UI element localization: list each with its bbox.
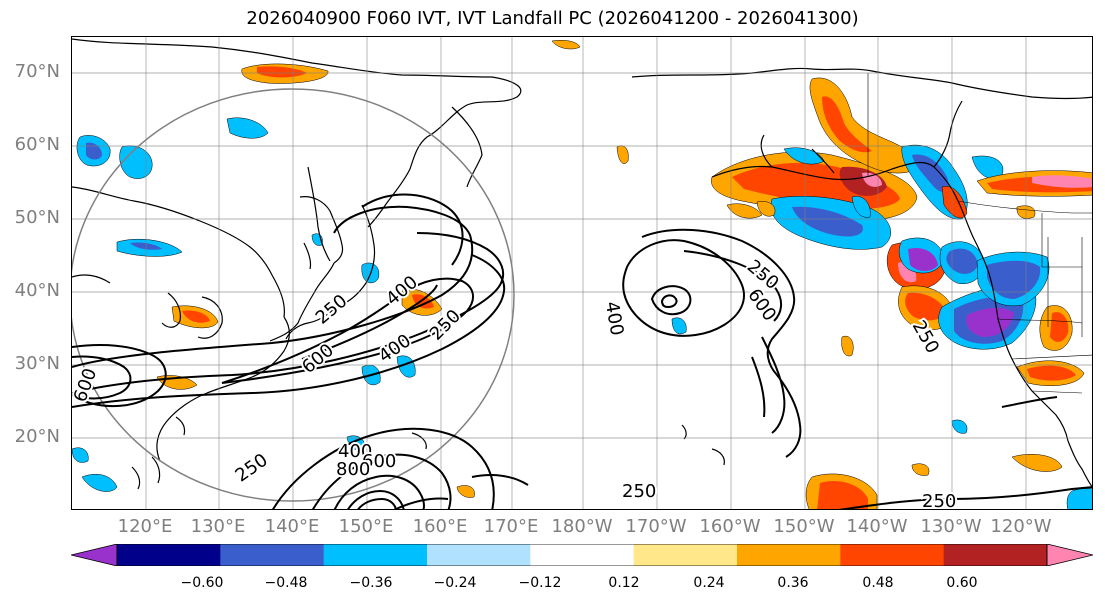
lat-label: 30°N [14,353,60,374]
lon-label: 160°E [412,516,468,537]
contour-label: 800 [336,459,370,480]
contour-label: 400 [601,300,628,337]
colorbar-segment [117,544,221,566]
graticule [72,37,1092,509]
colorbar-tick-label: 0.60 [946,575,978,591]
contour-label: 250 [922,491,956,510]
lat-label: 70°N [14,61,60,82]
colorbar-segment [427,544,531,566]
shaded-anomaly-regions [72,40,1092,509]
colorbar-tick-label: −0.12 [518,575,562,591]
colorbar-segment [633,544,738,566]
colorbar-segment [220,544,325,566]
colorbar-segment [840,544,945,566]
colorbar-tick-label: −0.48 [264,575,308,591]
contour-label: 250 [232,450,272,487]
colorbar-tick-label: 0.48 [862,575,894,591]
contour-label: 250 [622,481,656,502]
lat-label: 20°N [14,426,60,447]
lon-label: 120°W [990,516,1052,537]
lon-label: 150°W [773,516,835,537]
lon-label: 170°E [483,516,539,537]
colorbar-tick-label: 0.24 [693,575,725,591]
lon-label: 130°W [920,516,982,537]
landfall-radius-circle [72,88,515,502]
ivt-contours [72,193,1092,509]
contour-label: 250 [312,290,352,328]
lon-label: 150°E [338,516,394,537]
contour-label: 600 [298,340,338,378]
lon-label: 170°W [625,516,687,537]
map-title: 2026040900 F060 IVT, IVT Landfall PC (20… [246,8,859,29]
colorbar-segment [737,544,841,566]
contour-label: 400 [338,441,372,462]
lon-label: 180°W [551,516,613,537]
lat-label: 40°N [14,280,60,301]
lon-label: 140°E [264,516,320,537]
political-boundaries [867,73,1092,394]
colorbar-tick-label: 0.12 [608,575,640,591]
lon-label: 160°W [699,516,761,537]
colorbar-tick-label: −0.36 [349,575,393,591]
colorbar-max-arrow [1046,544,1093,566]
map-canvas: 250 400 600 250 400 600 250 400 600 800 … [72,37,1092,510]
colorbar-segment [943,544,1048,566]
lat-label: 50°N [14,207,60,228]
lon-label: 140°W [846,516,908,537]
lat-label: 60°N [14,134,60,155]
lon-label: 120°E [117,516,173,537]
colorbar-tick-label: 0.36 [777,575,809,591]
colorbar-min-arrow [71,544,118,566]
lon-label: 130°E [190,516,246,537]
colorbar-segment [323,544,428,566]
colorbar-segment [530,544,635,566]
contour-label: 600 [362,451,396,472]
map-panel[interactable]: 250 400 600 250 400 600 250 400 600 800 … [71,36,1093,510]
colorbar [71,544,1093,566]
colorbar-tick-label: −0.60 [180,575,224,591]
coastlines [72,38,1092,490]
colorbar-tick-label: −0.24 [433,575,477,591]
